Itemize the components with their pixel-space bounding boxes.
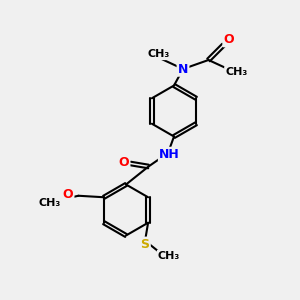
Text: CH₃: CH₃ [39, 198, 61, 208]
Text: O: O [224, 33, 234, 46]
Text: NH: NH [159, 148, 180, 161]
Text: O: O [118, 155, 129, 169]
Text: N: N [178, 62, 188, 76]
Text: O: O [63, 188, 73, 201]
Text: CH₃: CH₃ [225, 67, 248, 77]
Text: CH₃: CH₃ [158, 251, 180, 261]
Text: CH₃: CH₃ [148, 49, 170, 59]
Text: S: S [141, 238, 150, 251]
